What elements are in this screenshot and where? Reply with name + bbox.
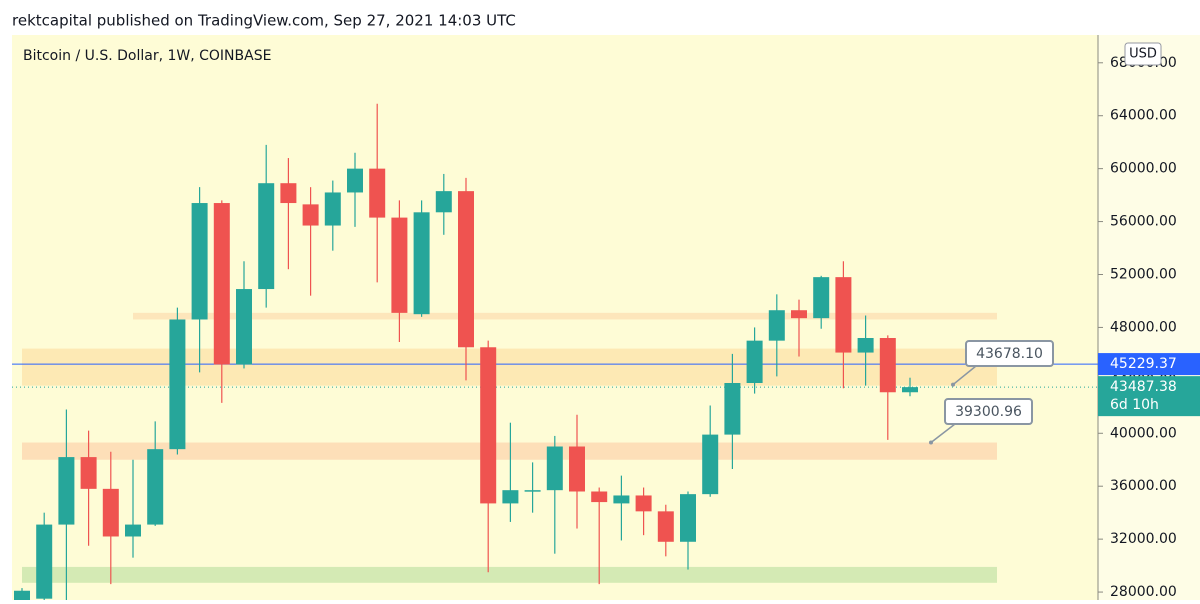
price-axis — [1098, 35, 1200, 600]
callout-label: 43678.10 — [976, 346, 1043, 362]
candle-body — [458, 191, 474, 348]
currency-label: USD — [1129, 47, 1157, 62]
callout-pointer — [930, 423, 956, 444]
zone — [133, 312, 997, 320]
candle-body — [813, 277, 830, 319]
header: rektcapital published on TradingView.com… — [12, 12, 516, 30]
candle-body — [591, 491, 608, 503]
candle-body — [635, 495, 652, 512]
candle-body — [702, 434, 719, 495]
candle-body — [169, 319, 186, 450]
candle-body — [102, 488, 119, 537]
candle-body — [879, 338, 896, 393]
chart-title: Bitcoin / U.S. Dollar, 1W, COINBASE — [23, 48, 271, 64]
candle-body — [280, 183, 297, 204]
candle-body — [435, 191, 452, 213]
y-tick-label: 28000.00 — [1110, 584, 1177, 600]
candle-body — [213, 203, 230, 365]
candle-body — [835, 277, 852, 353]
candle-body — [857, 338, 874, 353]
candle-body — [369, 168, 386, 218]
candle-body — [125, 524, 141, 537]
callout-pointer — [952, 365, 977, 386]
candle-body — [791, 310, 807, 319]
y-tick-label: 32000.00 — [1110, 531, 1177, 547]
candle-body — [147, 449, 164, 525]
candle-body — [80, 457, 97, 489]
candle-body — [413, 212, 430, 315]
y-tick-label: 60000.00 — [1110, 161, 1177, 177]
candle-body — [58, 457, 75, 525]
candle-body — [768, 310, 785, 341]
y-tick-label: 64000.00 — [1110, 108, 1177, 124]
candle-body — [613, 495, 630, 504]
zone — [22, 442, 997, 460]
y-tick-label: 36000.00 — [1110, 478, 1177, 494]
last-price-label: 43487.38 — [1110, 379, 1177, 395]
candle-body — [480, 347, 497, 504]
last-price-bg — [1098, 376, 1200, 417]
price-label: 45229.37 — [1110, 356, 1177, 372]
currency-box — [1124, 42, 1162, 66]
candle-body — [524, 490, 541, 492]
candle-body — [724, 382, 741, 435]
callout-label: 39300.96 — [955, 404, 1022, 420]
callout-box — [944, 398, 1033, 425]
y-tick-label: 48000.00 — [1110, 319, 1177, 335]
candle-body — [302, 204, 319, 226]
candle-body — [324, 192, 341, 226]
y-tick-label: 52000.00 — [1110, 266, 1177, 282]
price-label-bg — [1098, 353, 1200, 376]
candle-body — [347, 168, 363, 193]
candle-body — [36, 524, 53, 599]
y-tick-label: 40000.00 — [1110, 425, 1177, 441]
candle-body — [569, 446, 585, 492]
countdown-label: 6d 10h — [1110, 397, 1159, 413]
candle-body — [746, 340, 763, 383]
candle-body — [657, 511, 674, 542]
candle-body — [546, 446, 563, 491]
candle-body — [502, 490, 519, 504]
zone — [22, 566, 997, 583]
callout-point — [929, 440, 933, 445]
callout-box — [965, 340, 1054, 367]
candle-body — [680, 494, 696, 542]
candle-body — [191, 203, 208, 320]
callout-point — [951, 382, 955, 387]
candle-body — [14, 590, 30, 600]
candle-body — [258, 183, 275, 290]
candle-body — [391, 217, 408, 313]
zone — [22, 348, 997, 386]
candle-body — [902, 387, 918, 393]
candle-body — [236, 289, 252, 365]
y-tick-label: 56000.00 — [1110, 214, 1177, 230]
